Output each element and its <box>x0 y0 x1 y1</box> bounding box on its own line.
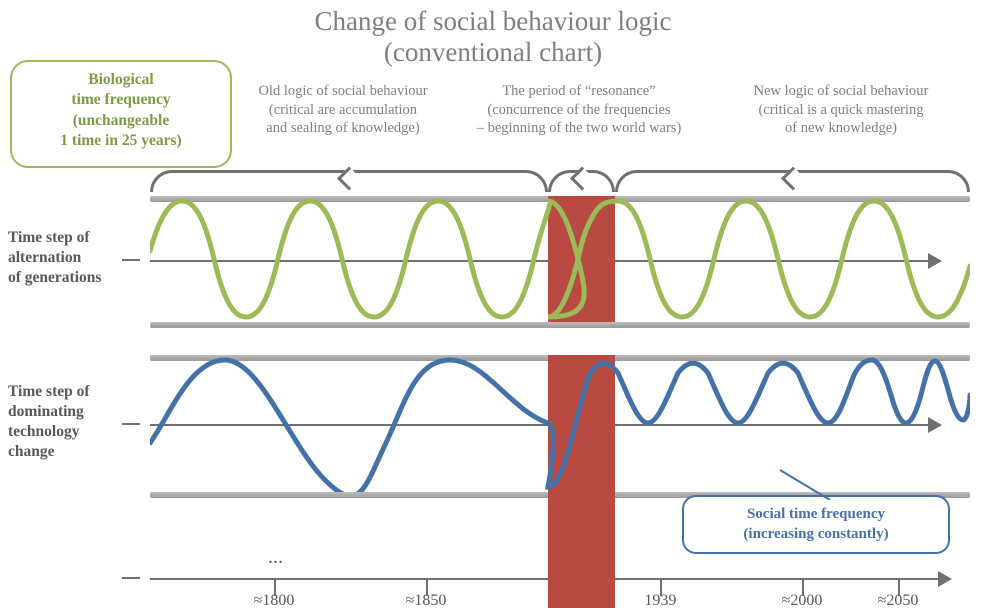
timeline-tick-label-1800: ≈1800 <box>254 592 295 608</box>
brace-resonance <box>548 170 615 192</box>
timeline-ellipsis-label: ... <box>268 546 283 569</box>
social-callout-leader-line <box>770 465 840 500</box>
brace-old-logic <box>150 170 548 192</box>
timeline-tick-label-1850: ≈1850 <box>406 592 447 608</box>
timeline-tick-label-2050: ≈2050 <box>878 592 919 608</box>
resonance-period-label: The period of “resonance” (concurrence o… <box>460 82 698 138</box>
biological-frequency-callout[interactable]: Biological time frequency (unchangeable … <box>10 60 232 168</box>
social-frequency-wave <box>150 355 970 492</box>
social-frequency-callout[interactable]: Social time frequency (increasing consta… <box>682 495 950 554</box>
timeline-tick-label-1939: 1939 <box>644 592 676 608</box>
chart-title: Change of social behaviour logic (conven… <box>0 6 986 68</box>
biological-frequency-wave <box>150 196 970 322</box>
guide-line-row1-bottom <box>150 322 970 328</box>
diagram-stage: Change of social behaviour logic (conven… <box>0 0 986 608</box>
new-logic-label: New logic of social behaviour (critical … <box>706 82 976 138</box>
brace-new-logic-1 <box>615 170 970 192</box>
timeline-tick-label-2000: ≈2000 <box>782 592 823 608</box>
old-logic-label: Old logic of social behaviour (critical … <box>232 82 454 138</box>
